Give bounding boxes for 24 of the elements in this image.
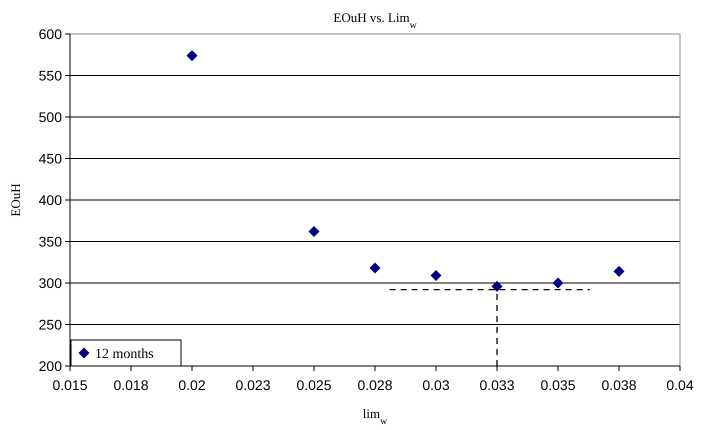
- y-tick-label: 300: [38, 274, 62, 291]
- x-tick-label: 0.035: [540, 377, 576, 393]
- legend-label: 12 months: [95, 346, 154, 362]
- x-tick-label: 0.015: [52, 377, 88, 393]
- y-tick-label: 200: [38, 358, 62, 374]
- x-tick-label: 0.028: [357, 377, 393, 393]
- y-tick-label: 400: [38, 192, 62, 208]
- y-tick-label: 550: [38, 67, 62, 84]
- x-tick-label: 0.02: [178, 377, 206, 393]
- y-axis-title: EOuH: [8, 183, 23, 217]
- y-tick-label: 450: [38, 150, 62, 166]
- x-tick-label: 0.018: [113, 377, 149, 393]
- chart-title: EOuH vs. Lim$_{w}$: [333, 10, 417, 30]
- y-tick-label: 600: [38, 26, 62, 42]
- x-tick-label: 0.023: [235, 377, 271, 393]
- y-tick-label: 250: [38, 316, 62, 332]
- x-tick-label: 0.038: [601, 377, 637, 393]
- y-tick-label: 500: [38, 108, 62, 125]
- x-tick-label: 0.04: [666, 377, 694, 393]
- x-axis-title: lim$_{w}$: [362, 406, 388, 426]
- x-tick-label: 0.03: [422, 377, 450, 393]
- x-tick-label: 0.033: [479, 377, 515, 393]
- x-tick-label: 0.025: [296, 377, 332, 393]
- y-tick-label: 350: [38, 233, 62, 250]
